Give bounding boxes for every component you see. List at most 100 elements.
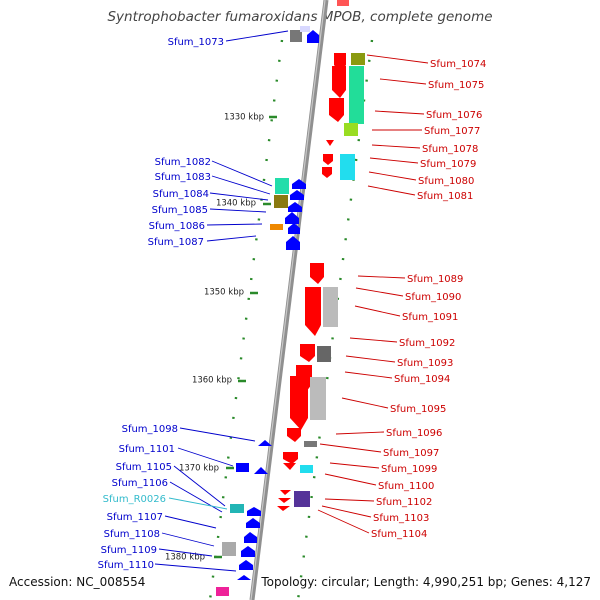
gene-block-1076 bbox=[344, 123, 358, 136]
gene-label[interactable]: Sfum_1073 bbox=[168, 37, 224, 48]
gene-block-1100 bbox=[300, 465, 313, 473]
gene-arrow-1100 bbox=[283, 463, 296, 470]
accession-text: Accession: NC_008554 bbox=[9, 575, 146, 589]
kbp-label-1370: 1370 kbp bbox=[179, 464, 219, 474]
gene-block-1101 bbox=[236, 463, 249, 472]
gene-label[interactable]: Sfum_1093 bbox=[397, 358, 453, 369]
gene-arrow-1075 bbox=[332, 66, 346, 98]
gene-arrow-1092 bbox=[300, 344, 315, 362]
gene-arrow-1083 bbox=[290, 190, 304, 200]
left-label-connectors bbox=[154, 30, 289, 572]
gene-arrow-1110 bbox=[237, 575, 251, 580]
gene-arrow-1080 bbox=[322, 167, 332, 178]
gene-arrow-1095 bbox=[290, 376, 308, 430]
gene-label[interactable]: Sfum_1086 bbox=[149, 221, 205, 232]
kbp-label-1380: 1380 kbp bbox=[165, 553, 205, 563]
gene-arrow-1099 bbox=[283, 452, 298, 464]
gene-arrow-1107 bbox=[244, 532, 257, 543]
gene-label[interactable]: Sfum_1105 bbox=[116, 462, 172, 473]
gene-arrow-1108 bbox=[241, 546, 255, 557]
gene-label[interactable]: Sfum_1107 bbox=[107, 512, 163, 523]
gene-block-1074 bbox=[351, 53, 365, 65]
tick-track-left bbox=[208, 39, 284, 600]
gene-block-1091 bbox=[323, 287, 338, 327]
gene-label[interactable]: Sfum_1098 bbox=[122, 424, 178, 435]
gene-label[interactable]: Sfum_1096 bbox=[386, 428, 442, 439]
gene-arrow-1105 bbox=[254, 467, 268, 474]
gene-label-rna[interactable]: Sfum_R0026 bbox=[103, 494, 166, 505]
kbp-markers: 1330 kbp 1340 kbp 1350 kbp 1360 kbp 1370… bbox=[165, 113, 277, 563]
topology-text: Topology: circular; Length: 4,990,251 bp… bbox=[261, 575, 591, 589]
gene-block-1093 bbox=[317, 346, 331, 362]
genome-title: Syntrophobacter fumaroxidans MPOB, compl… bbox=[107, 9, 493, 25]
gene-label[interactable]: Sfum_1084 bbox=[153, 189, 209, 200]
gene-block-1106 bbox=[230, 504, 244, 513]
gene-label[interactable]: Sfum_1110 bbox=[98, 560, 154, 571]
gene-label[interactable]: Sfum_1089 bbox=[407, 274, 463, 285]
gene-arrow-1109 bbox=[239, 560, 253, 570]
gene-block-1108 bbox=[222, 542, 236, 556]
gene-label[interactable]: Sfum_1095 bbox=[390, 404, 446, 415]
gene-arrow-1098 bbox=[258, 440, 272, 446]
gene-arrow-1104 bbox=[277, 506, 290, 511]
kbp-label-1360: 1360 kbp bbox=[192, 376, 232, 386]
gene-label[interactable]: Sfum_1103 bbox=[373, 513, 429, 524]
kbp-label-1350: 1350 kbp bbox=[204, 288, 244, 298]
gene-label[interactable]: Sfum_1094 bbox=[394, 374, 450, 385]
gene-block-1097 bbox=[304, 441, 317, 447]
gene-block-1095 bbox=[310, 377, 326, 420]
gene-block-1082 bbox=[275, 178, 289, 194]
gene-label[interactable]: Sfum_1078 bbox=[422, 144, 478, 155]
gene-label[interactable]: Sfum_1101 bbox=[119, 444, 175, 455]
gene-block-1075 bbox=[349, 66, 364, 124]
gene-label[interactable]: Sfum_1090 bbox=[405, 292, 461, 303]
gene-arrow-1087 bbox=[286, 236, 300, 250]
forward-strand-genes bbox=[277, 0, 365, 511]
gene-arrow-1085 bbox=[285, 212, 299, 224]
gene-arrow-1090 bbox=[305, 287, 321, 336]
gene-arrow-R0026 bbox=[246, 518, 260, 528]
left-gene-labels: Sfum_1073 Sfum_1082 Sfum_1083 Sfum_1084 … bbox=[98, 37, 224, 571]
gene-label[interactable]: Sfum_1080 bbox=[418, 176, 474, 187]
gene-label[interactable]: Sfum_1083 bbox=[155, 172, 211, 183]
gene-arrow-1106 bbox=[247, 507, 261, 516]
gene-arrow-1096 bbox=[287, 428, 301, 442]
gene-label[interactable]: Sfum_1079 bbox=[420, 159, 476, 170]
gene-label[interactable]: Sfum_1074 bbox=[430, 59, 486, 70]
gene-label[interactable]: Sfum_1108 bbox=[104, 529, 160, 540]
gene-label[interactable]: Sfum_1102 bbox=[376, 497, 432, 508]
gene-label[interactable]: Sfum_1099 bbox=[381, 464, 437, 475]
gene-arrow-1082 bbox=[292, 179, 306, 189]
gene-label[interactable]: Sfum_1082 bbox=[155, 157, 211, 168]
gene-label[interactable]: Sfum_1097 bbox=[383, 448, 439, 459]
gene-label[interactable]: Sfum_1077 bbox=[424, 126, 480, 137]
gene-label[interactable]: Sfum_1100 bbox=[378, 481, 434, 492]
gene-arrow-1086 bbox=[288, 223, 300, 234]
gene-arrow-1089 bbox=[310, 263, 324, 284]
gene-block-1086 bbox=[270, 224, 283, 230]
gene-label[interactable]: Sfum_1104 bbox=[371, 529, 427, 540]
gene-block-1083 bbox=[274, 195, 288, 208]
right-label-connectors bbox=[317, 54, 429, 534]
gene-arrow-1077 bbox=[329, 98, 344, 122]
gene-arrow-1102 bbox=[280, 490, 291, 495]
gene-arrow-1078 bbox=[326, 140, 334, 146]
gene-arrow-1103 bbox=[278, 498, 291, 503]
kbp-label-1340: 1340 kbp bbox=[216, 199, 256, 209]
gene-label[interactable]: Sfum_1076 bbox=[426, 110, 482, 121]
gene-label[interactable]: Sfum_1091 bbox=[402, 312, 458, 323]
gene-label[interactable]: Sfum_1075 bbox=[428, 80, 484, 91]
gene-label[interactable]: Sfum_1087 bbox=[148, 237, 204, 248]
gene-block-1079 bbox=[340, 154, 355, 180]
gene-label[interactable]: Sfum_1092 bbox=[399, 338, 455, 349]
gene-label[interactable]: Sfum_1085 bbox=[152, 205, 208, 216]
genome-backbone bbox=[249, 0, 329, 600]
gene-block-1102 bbox=[294, 491, 310, 507]
right-gene-labels: Sfum_1074 Sfum_1075 Sfum_1076 Sfum_1077 … bbox=[371, 59, 486, 540]
kbp-label-1330: 1330 kbp bbox=[224, 113, 264, 123]
gene-label[interactable]: Sfum_1109 bbox=[101, 545, 157, 556]
gene-label[interactable]: Sfum_1081 bbox=[417, 191, 473, 202]
gene-label[interactable]: Sfum_1106 bbox=[112, 478, 168, 489]
